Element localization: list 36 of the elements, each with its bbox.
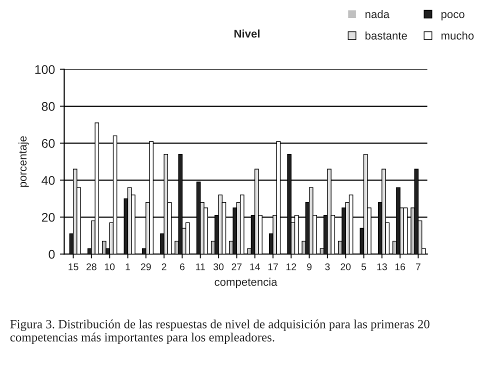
x-tick-label: 1	[126, 263, 130, 270]
x-tick-label: 13	[377, 263, 387, 270]
x-tick-label: 15	[68, 263, 78, 270]
x-tick-label: 17	[268, 263, 278, 270]
x-tick-label: 16	[395, 263, 406, 270]
x-tick-label: 11	[196, 263, 205, 270]
bar	[218, 194, 223, 254]
bar	[308, 187, 314, 254]
x-tick-label: 14	[250, 263, 260, 270]
x-axis-title: competencia	[214, 278, 278, 288]
x-tick-label: 10	[104, 263, 115, 270]
y-tick-label: 40	[42, 176, 55, 185]
x-tick-label: 20	[340, 263, 351, 270]
y-axis-title: porcentaje	[18, 136, 29, 187]
legend-label: nada	[366, 10, 390, 18]
y-tick-label: 60	[42, 139, 55, 148]
x-tick-label: 12	[286, 263, 296, 270]
x-tick-label: 5	[361, 263, 366, 270]
y-tick-label: 0	[48, 250, 55, 259]
text: Figura 3. Distribución de las respuestas de nivel de adquisición para las primeras 20 competencias más importantes para los empleadores.	[10, 320, 430, 344]
x-tick-label: 29	[141, 263, 151, 270]
x-tick-label: 30	[213, 263, 224, 270]
y-tick-label: 80	[42, 102, 55, 111]
x-tick-label: 9	[307, 263, 312, 270]
legend-label: poco	[441, 12, 464, 20]
y-tick-label: 20	[42, 212, 55, 222]
x-tick-label: 6	[180, 263, 184, 270]
x-tick-label: 27	[232, 263, 242, 270]
x-tick-label: 3	[325, 263, 330, 270]
legend-title: Nivel	[234, 29, 260, 38]
y-tick-label: 100	[35, 65, 55, 74]
legend-label: mucho	[442, 31, 474, 40]
legend-label: bastante	[366, 31, 407, 40]
x-tick-label: 28	[86, 263, 96, 270]
x-tick-label: 7	[416, 263, 420, 270]
x-tick-label: 2	[162, 263, 166, 270]
